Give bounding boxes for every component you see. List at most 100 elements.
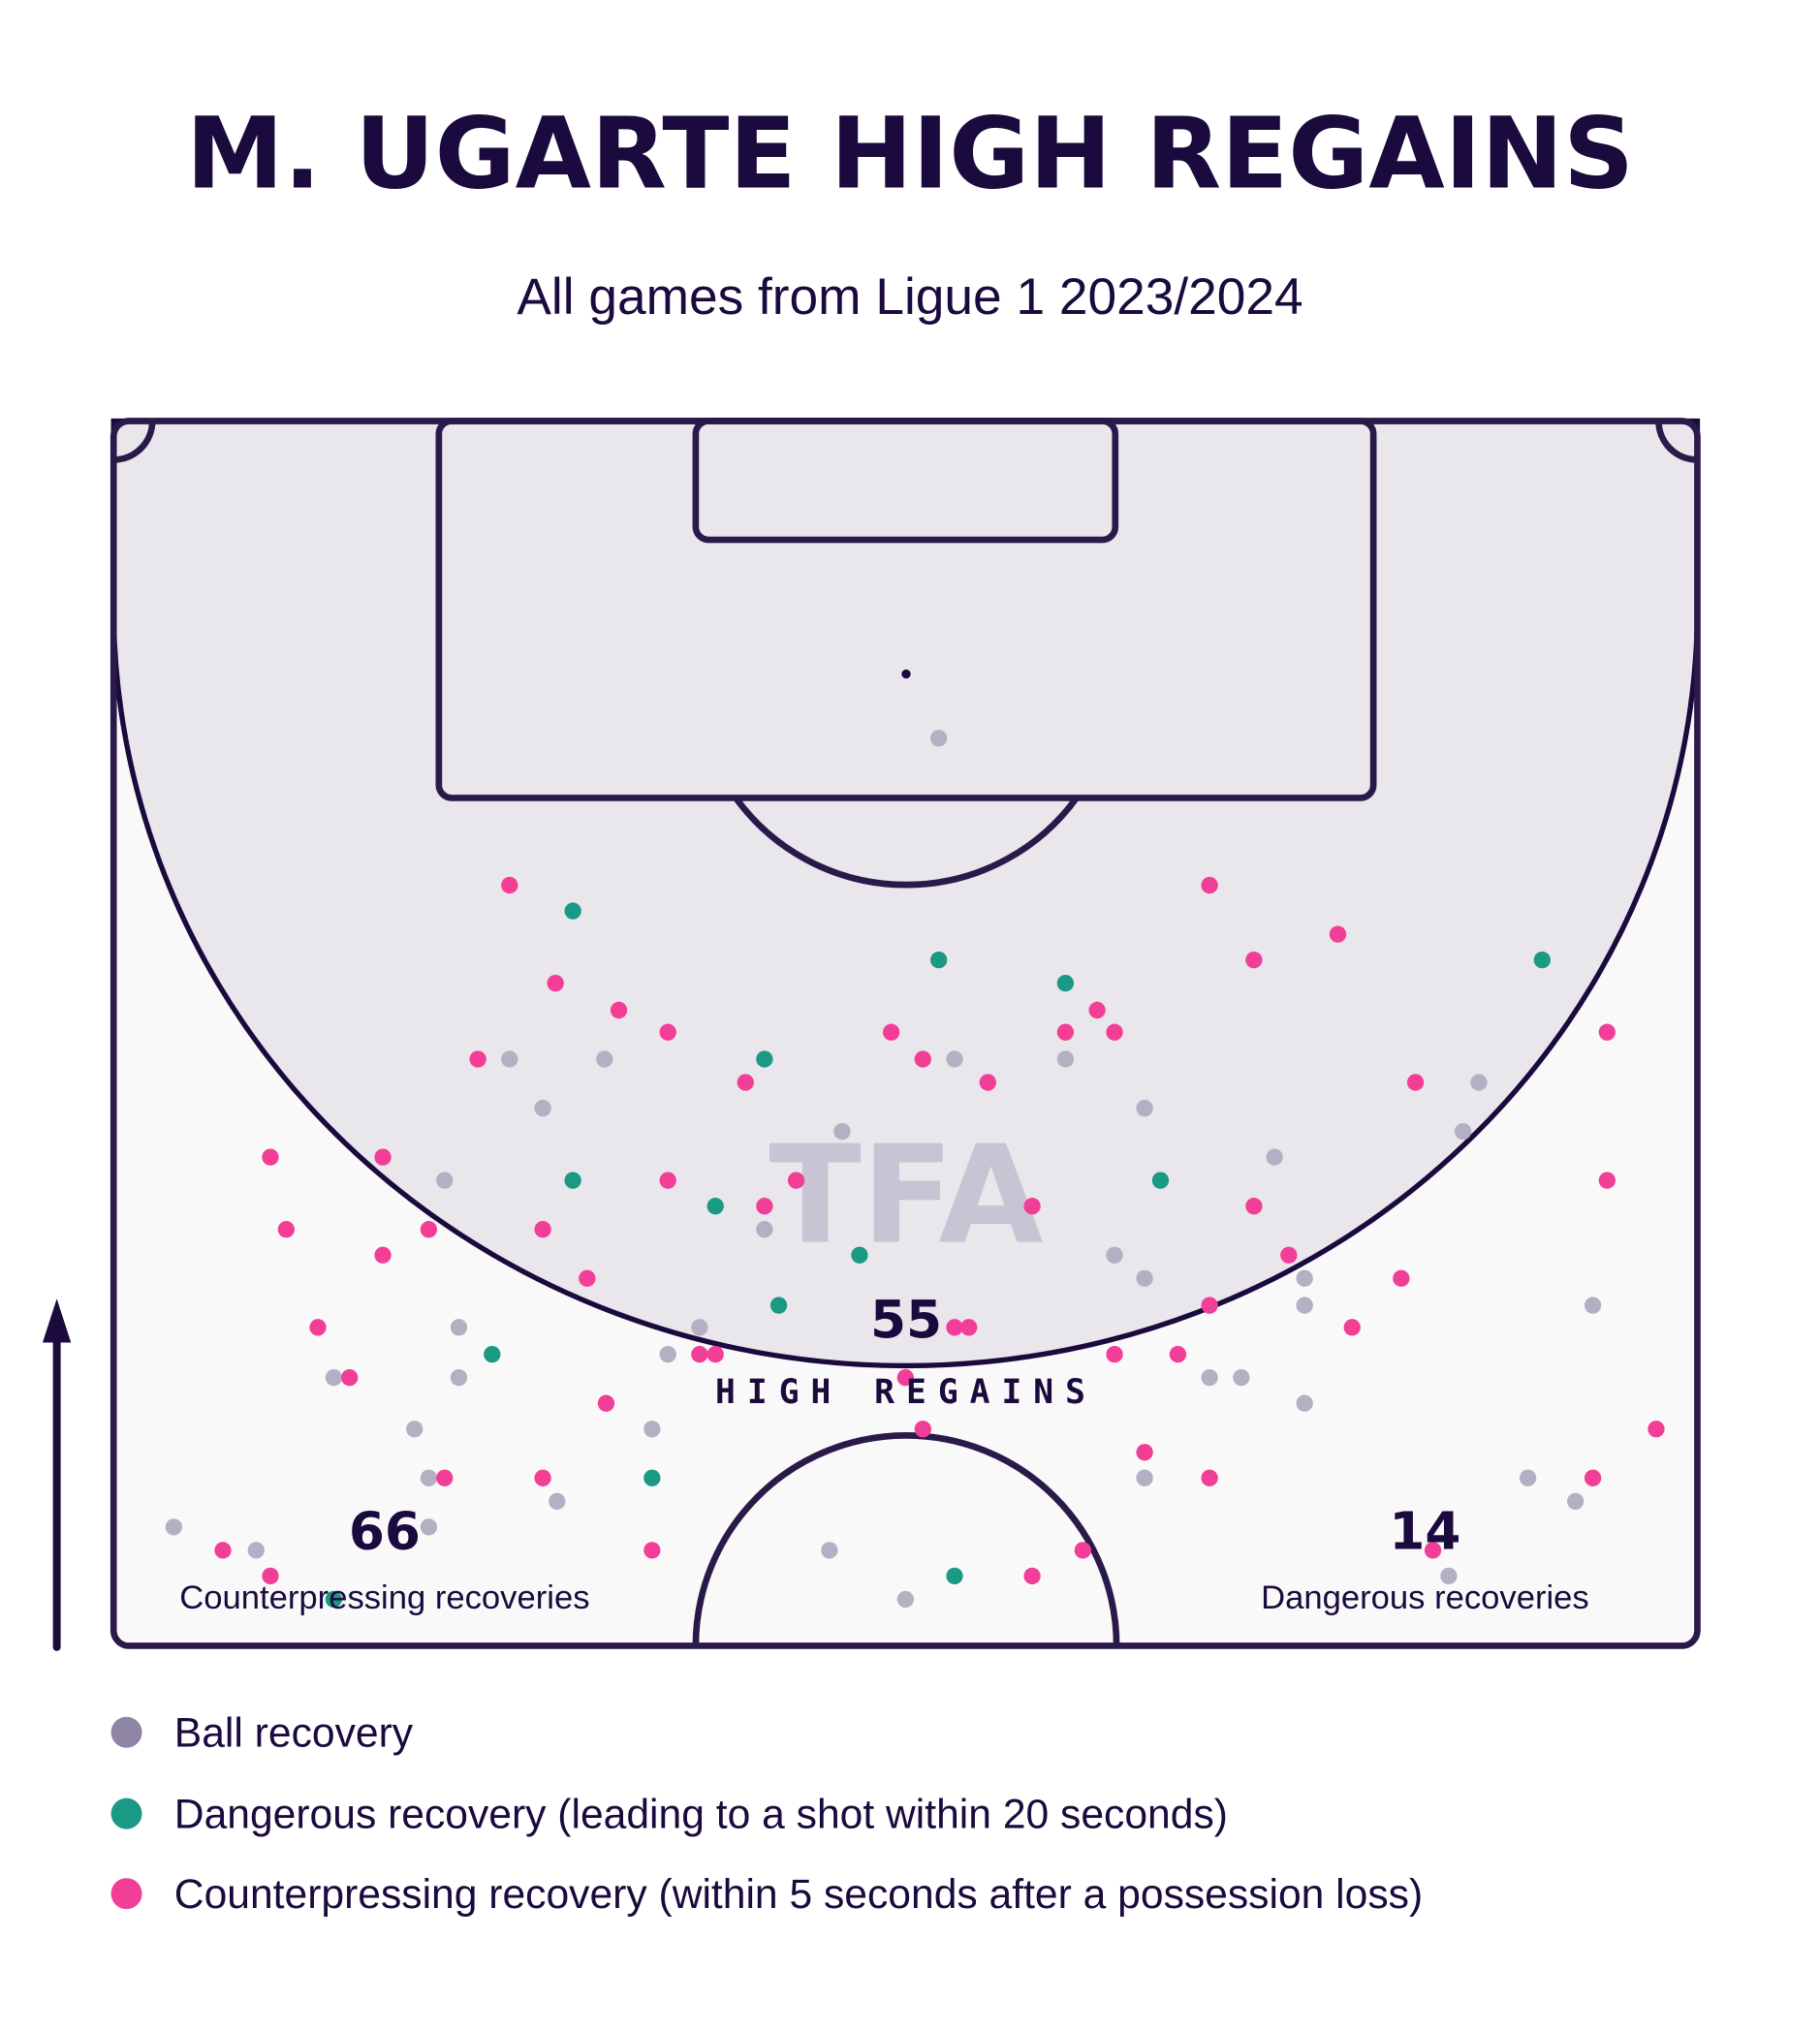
- point-danger-recovery: [564, 1172, 581, 1189]
- point-ball-recovery: [896, 1590, 914, 1609]
- point-counter-recovery: [610, 1001, 628, 1019]
- point-counter-recovery: [1106, 1023, 1123, 1041]
- corner-arc-right: [1655, 421, 1698, 463]
- point-danger-recovery: [946, 1567, 963, 1585]
- point-counter-recovery: [534, 1469, 551, 1486]
- point-counter-recovery: [691, 1345, 708, 1363]
- point-counter-recovery: [1329, 925, 1347, 943]
- point-counter-recovery: [436, 1469, 454, 1486]
- point-danger-recovery: [484, 1345, 501, 1363]
- points-layer: [165, 730, 1665, 1609]
- point-counter-recovery: [1074, 1542, 1092, 1559]
- point-ball-recovery: [946, 1050, 963, 1068]
- point-danger-recovery: [930, 951, 948, 969]
- point-counter-recovery: [659, 1023, 676, 1041]
- point-counter-recovery: [1584, 1469, 1602, 1486]
- point-counter-recovery: [1136, 1444, 1153, 1461]
- point-counter-recovery: [1424, 1542, 1442, 1559]
- point-counter-recovery: [706, 1345, 724, 1363]
- point-counter-recovery: [579, 1269, 596, 1287]
- point-ball-recovery: [1201, 1369, 1218, 1387]
- point-danger-recovery: [325, 1590, 343, 1609]
- point-ball-recovery: [420, 1469, 438, 1486]
- point-ball-recovery: [1470, 1074, 1488, 1091]
- point-counter-recovery: [469, 1050, 486, 1068]
- point-counter-recovery: [1201, 876, 1218, 894]
- point-counter-recovery: [420, 1221, 438, 1238]
- six-yard-box: [692, 418, 1119, 544]
- legend-marker-ball-recovery: [110, 1716, 142, 1748]
- legend-label-dangerous-recovery: Dangerous recovery (leading to a shot wi…: [174, 1791, 1228, 1837]
- point-ball-recovery: [325, 1369, 343, 1387]
- point-ball-recovery: [436, 1172, 454, 1189]
- point-counter-recovery: [214, 1542, 232, 1559]
- point-ball-recovery: [1136, 1269, 1153, 1287]
- pitch: TFA: [110, 418, 1701, 1649]
- point-danger-recovery: [1056, 974, 1075, 992]
- point-ball-recovery: [1440, 1567, 1458, 1585]
- point-counter-recovery: [597, 1394, 615, 1412]
- chart-subtitle: All games from Ligue 1 2023/2024: [517, 268, 1302, 326]
- high-regains-count: 55: [870, 1290, 942, 1350]
- point-counter-recovery: [1245, 951, 1263, 969]
- point-counter-recovery: [896, 1369, 914, 1387]
- point-counter-recovery: [1598, 1172, 1616, 1189]
- point-danger-recovery: [769, 1297, 788, 1314]
- point-counter-recovery: [1280, 1246, 1298, 1264]
- point-ball-recovery: [1566, 1492, 1585, 1510]
- point-counter-recovery: [277, 1221, 296, 1238]
- point-ball-recovery: [833, 1122, 851, 1141]
- point-ball-recovery: [1136, 1469, 1153, 1486]
- point-ball-recovery: [821, 1542, 838, 1559]
- point-counter-recovery: [501, 876, 518, 894]
- point-counter-recovery: [1406, 1074, 1425, 1091]
- penalty-arc: [733, 796, 1080, 889]
- point-danger-recovery: [643, 1469, 661, 1486]
- point-ball-recovery: [1296, 1394, 1313, 1412]
- point-counter-recovery: [737, 1074, 754, 1091]
- point-counter-recovery: [547, 974, 564, 992]
- point-counter-recovery: [914, 1421, 931, 1438]
- point-counter-recovery: [643, 1542, 661, 1559]
- point-ball-recovery: [930, 730, 948, 747]
- point-ball-recovery: [1136, 1099, 1153, 1117]
- point-counter-recovery: [341, 1369, 359, 1387]
- point-counter-recovery: [534, 1221, 551, 1238]
- point-ball-recovery: [420, 1518, 438, 1536]
- point-counter-recovery: [659, 1172, 676, 1189]
- point-danger-recovery: [564, 902, 581, 920]
- point-counter-recovery: [1598, 1023, 1616, 1041]
- watermark-logo: TFA: [769, 1116, 1043, 1274]
- point-counter-recovery: [374, 1148, 392, 1166]
- point-ball-recovery: [756, 1221, 773, 1238]
- point-counter-recovery: [374, 1246, 392, 1264]
- point-ball-recovery: [1106, 1246, 1123, 1264]
- dangerous-count: 14: [1389, 1502, 1460, 1562]
- point-counter-recovery: [1245, 1198, 1263, 1215]
- point-ball-recovery: [501, 1050, 518, 1068]
- point-counter-recovery: [1647, 1421, 1665, 1438]
- point-counter-recovery: [262, 1567, 279, 1585]
- point-danger-recovery: [756, 1050, 773, 1068]
- point-counter-recovery: [1088, 1001, 1106, 1019]
- point-counter-recovery: [309, 1319, 327, 1336]
- point-counter-recovery: [1201, 1297, 1218, 1314]
- legend-marker-counterpressing-recovery: [110, 1878, 142, 1910]
- point-counter-recovery: [1169, 1345, 1187, 1363]
- point-ball-recovery: [643, 1421, 661, 1438]
- point-counter-recovery: [1106, 1345, 1123, 1363]
- legend: Ball recovery Dangerous recovery (leadin…: [110, 1709, 1423, 1918]
- legend-label-ball-recovery: Ball recovery: [174, 1709, 414, 1756]
- point-counter-recovery: [960, 1319, 978, 1336]
- point-ball-recovery: [450, 1319, 468, 1336]
- counterpressing-label: Counterpressing recoveries: [179, 1579, 589, 1616]
- high-regain-zone: [110, 418, 1701, 1369]
- point-ball-recovery: [450, 1369, 468, 1387]
- point-counter-recovery: [914, 1050, 931, 1068]
- legend-marker-dangerous-recovery: [110, 1798, 142, 1829]
- corner-arc-left: [113, 421, 156, 463]
- point-counter-recovery: [787, 1172, 805, 1189]
- point-counter-recovery: [1023, 1198, 1041, 1215]
- point-danger-recovery: [851, 1246, 868, 1264]
